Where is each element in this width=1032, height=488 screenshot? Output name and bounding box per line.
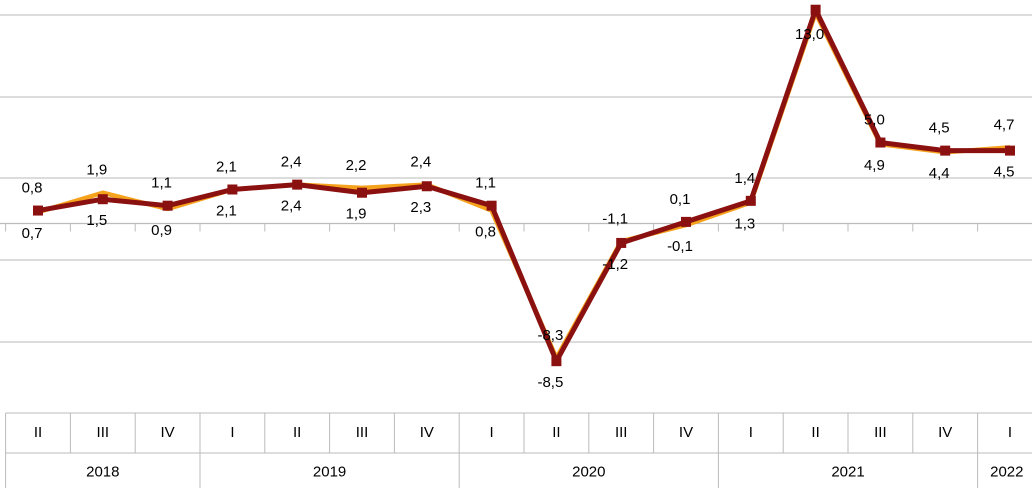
marker	[292, 179, 303, 190]
data-label: 2,4	[281, 154, 302, 171]
group-label: 2022	[990, 463, 1023, 480]
data-label: 0,8	[475, 224, 496, 241]
data-label: 13,0	[795, 26, 824, 43]
data-label: -1,2	[602, 256, 628, 273]
data-label: 1,4	[734, 170, 755, 187]
group-label: 2018	[86, 463, 119, 480]
data-label: 1,5	[86, 212, 107, 229]
data-label: 4,5	[994, 164, 1015, 181]
marker	[357, 187, 367, 198]
series-line	[37, 7, 1010, 364]
data-label: 4,7	[994, 116, 1015, 133]
data-label: 2,4	[410, 154, 431, 171]
data-label: 0,1	[670, 191, 691, 208]
x-tick-label: IV	[679, 424, 693, 441]
marker	[745, 195, 756, 206]
x-tick-label: I	[1008, 424, 1012, 441]
x-tick-label: I	[749, 424, 753, 441]
data-label: 1,1	[475, 175, 496, 192]
data-label: -8,5	[537, 374, 563, 391]
data-label: 2,4	[281, 198, 302, 215]
data-label: -0,1	[667, 238, 693, 255]
x-tick-label: IV	[420, 424, 434, 441]
x-tick-label: I	[490, 424, 494, 441]
data-label: 1,3	[734, 215, 755, 232]
data-label: 2,3	[410, 199, 431, 216]
group-label: 2021	[831, 463, 864, 480]
data-label: 4,4	[929, 165, 950, 182]
series-line	[37, 10, 1011, 361]
marker	[810, 4, 821, 15]
data-label: 5,0	[864, 111, 885, 128]
x-tick-label: II	[552, 424, 560, 441]
marker	[162, 200, 173, 211]
marker	[616, 237, 627, 248]
x-tick-label: III	[97, 424, 110, 441]
marker	[97, 194, 108, 205]
data-label: -1,1	[602, 210, 628, 227]
data-label: 1,9	[346, 206, 367, 223]
data-label: 2,1	[216, 158, 237, 175]
marker	[875, 137, 886, 148]
marker	[1005, 145, 1015, 156]
x-tick-label: IV	[161, 424, 175, 441]
data-label: -8,3	[537, 327, 563, 344]
x-tick-label: I	[230, 424, 234, 441]
x-tick-label: IV	[938, 424, 952, 441]
data-label: 4,5	[929, 120, 950, 137]
x-tick-label: II	[811, 424, 819, 441]
marker	[227, 184, 238, 195]
x-tick-label: II	[293, 424, 301, 441]
marker	[551, 356, 562, 367]
data-label: 2,1	[216, 202, 237, 219]
x-tick-label: II	[34, 424, 42, 441]
data-label: 0,9	[151, 222, 172, 239]
marker	[33, 205, 43, 216]
marker	[421, 181, 432, 192]
x-tick-label: III	[874, 424, 887, 441]
group-label: 2019	[313, 463, 346, 480]
x-tick-label: III	[356, 424, 369, 441]
data-label: 2,2	[346, 157, 367, 174]
data-label: 4,9	[864, 157, 885, 174]
data-label: 1,9	[86, 162, 107, 179]
marker	[681, 216, 691, 227]
x-tick-label: III	[615, 424, 628, 441]
data-label: 0,7	[22, 225, 43, 242]
data-label: 0,8	[22, 180, 43, 197]
data-label: 1,1	[151, 175, 172, 192]
marker	[486, 200, 497, 211]
marker	[940, 145, 951, 156]
group-label: 2020	[572, 463, 605, 480]
